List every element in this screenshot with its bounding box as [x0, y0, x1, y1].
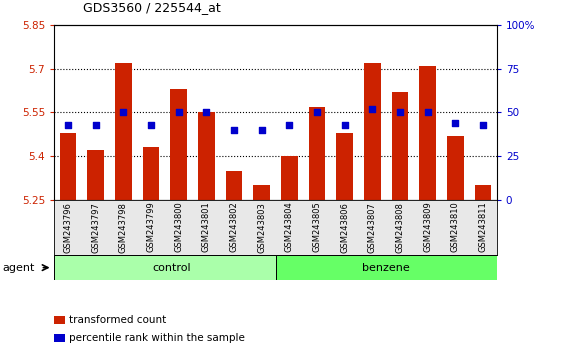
Point — [368, 106, 377, 112]
Point — [312, 110, 321, 115]
Bar — [60, 133, 77, 200]
Point — [285, 122, 294, 127]
Point — [395, 110, 404, 115]
Point — [478, 122, 488, 127]
Bar — [419, 66, 436, 200]
Text: control: control — [152, 263, 191, 273]
Point — [423, 110, 432, 115]
Text: GSM243801: GSM243801 — [202, 202, 211, 252]
Point — [340, 122, 349, 127]
Point — [451, 120, 460, 126]
Point — [147, 122, 156, 127]
Text: agent: agent — [3, 263, 35, 273]
Bar — [275, 255, 497, 280]
Point — [174, 110, 183, 115]
Text: GSM243808: GSM243808 — [396, 202, 404, 252]
Bar — [198, 113, 215, 200]
Text: GSM243807: GSM243807 — [368, 202, 377, 252]
Text: GSM243800: GSM243800 — [174, 202, 183, 252]
Text: GSM243804: GSM243804 — [285, 202, 294, 252]
Bar — [87, 150, 104, 200]
Bar — [281, 156, 297, 200]
Text: GSM243798: GSM243798 — [119, 202, 128, 252]
Bar — [115, 63, 132, 200]
Bar — [309, 107, 325, 200]
Text: GSM243802: GSM243802 — [230, 202, 239, 252]
Bar — [475, 185, 491, 200]
Point — [91, 122, 100, 127]
Text: GSM243810: GSM243810 — [451, 202, 460, 252]
Text: GSM243805: GSM243805 — [312, 202, 321, 252]
Text: GSM243796: GSM243796 — [63, 202, 73, 252]
Text: percentile rank within the sample: percentile rank within the sample — [69, 333, 244, 343]
Text: GSM243811: GSM243811 — [478, 202, 488, 252]
Text: GSM243809: GSM243809 — [423, 202, 432, 252]
Bar — [143, 148, 159, 200]
Text: GSM243797: GSM243797 — [91, 202, 100, 252]
Bar — [54, 255, 275, 280]
Bar — [226, 171, 242, 200]
Point — [63, 122, 73, 127]
Text: transformed count: transformed count — [69, 315, 166, 325]
Text: GDS3560 / 225544_at: GDS3560 / 225544_at — [83, 1, 220, 14]
Point — [119, 110, 128, 115]
Bar — [254, 185, 270, 200]
Text: GSM243799: GSM243799 — [147, 202, 155, 252]
Bar — [447, 136, 464, 200]
Bar — [336, 133, 353, 200]
Text: GSM243806: GSM243806 — [340, 202, 349, 252]
Text: GSM243803: GSM243803 — [257, 202, 266, 252]
Bar — [392, 92, 408, 200]
Text: benzene: benzene — [362, 263, 410, 273]
Bar — [170, 89, 187, 200]
Point — [230, 127, 239, 133]
Bar — [364, 63, 381, 200]
Point — [257, 127, 266, 133]
Point — [202, 110, 211, 115]
